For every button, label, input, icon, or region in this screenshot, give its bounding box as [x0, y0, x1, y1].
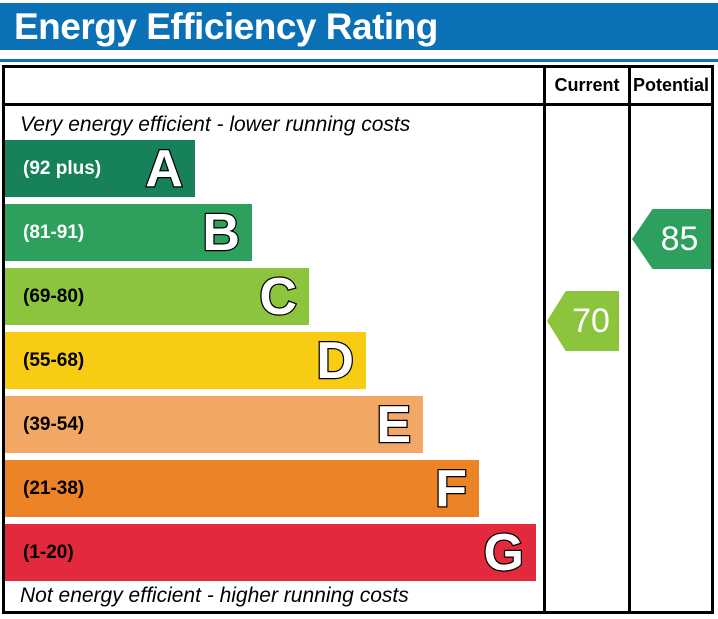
band-bar-d: (55-68) D [5, 332, 366, 389]
current-rating-arrow: 70 [547, 291, 619, 351]
band-bar-g: (1-20) G [5, 524, 536, 581]
band-row-e: (39-54) E [5, 396, 543, 453]
table-body-row: Very energy efficient - lower running co… [5, 106, 711, 611]
band-bar-a: (92 plus) A [5, 140, 195, 197]
page-title: Energy Efficiency Rating [14, 5, 438, 47]
band-row-b: (81-91) B [5, 204, 543, 261]
band-letter-g: G [482, 523, 525, 582]
current-column-header: Current [543, 68, 628, 103]
band-bar-c: (69-80) C [5, 268, 309, 325]
bands-area: Very energy efficient - lower running co… [5, 106, 543, 611]
band-range-label-b: (81-91) [23, 221, 85, 243]
band-range-label-d: (55-68) [23, 349, 85, 371]
band-letter-a: A [144, 139, 184, 198]
potential-column-header: Potential [628, 68, 711, 103]
band-row-a: (92 plus) A [5, 140, 543, 197]
band-letter-f: F [434, 459, 468, 518]
current-rating-value: 70 [572, 301, 610, 340]
band-bar-b: (81-91) B [5, 204, 252, 261]
band-range-label-e: (39-54) [23, 413, 85, 435]
band-letter-d: D [315, 331, 355, 390]
title-underline-rule [0, 59, 718, 62]
bottom-note: Not energy efficient - higher running co… [20, 584, 409, 607]
band-letter-c: C [258, 267, 298, 326]
band-letter-b: B [201, 203, 241, 262]
potential-rating-value: 85 [660, 219, 699, 258]
band-bar-f: (21-38) F [5, 460, 479, 517]
rating-table: Current Potential Very energy efficient … [2, 65, 714, 614]
band-row-c: (69-80) C [5, 268, 543, 325]
band-bar-e: (39-54) E [5, 395, 424, 454]
band-range-label-a: (92 plus) [23, 157, 102, 179]
top-note: Very energy efficient - lower running co… [20, 113, 411, 136]
band-letter-e: E [375, 395, 412, 454]
band-row-d: (55-68) D [5, 332, 543, 389]
band-range-label-g: (1-20) [23, 541, 74, 563]
band-row-f: (21-38) F [5, 460, 543, 517]
potential-column: 85 [628, 106, 711, 611]
title-bar: Energy Efficiency Rating [0, 3, 718, 50]
potential-rating-arrow: 85 [632, 209, 711, 269]
rating-bands: (92 plus) A (81-91) B (69-80) C [5, 140, 543, 581]
table-header-row: Current Potential [5, 68, 711, 106]
current-column: 70 [543, 106, 628, 611]
band-row-g: (1-20) G [5, 524, 543, 581]
header-spacer-cell [5, 68, 543, 103]
band-range-label-f: (21-38) [23, 477, 85, 499]
band-range-label-c: (69-80) [23, 285, 85, 307]
